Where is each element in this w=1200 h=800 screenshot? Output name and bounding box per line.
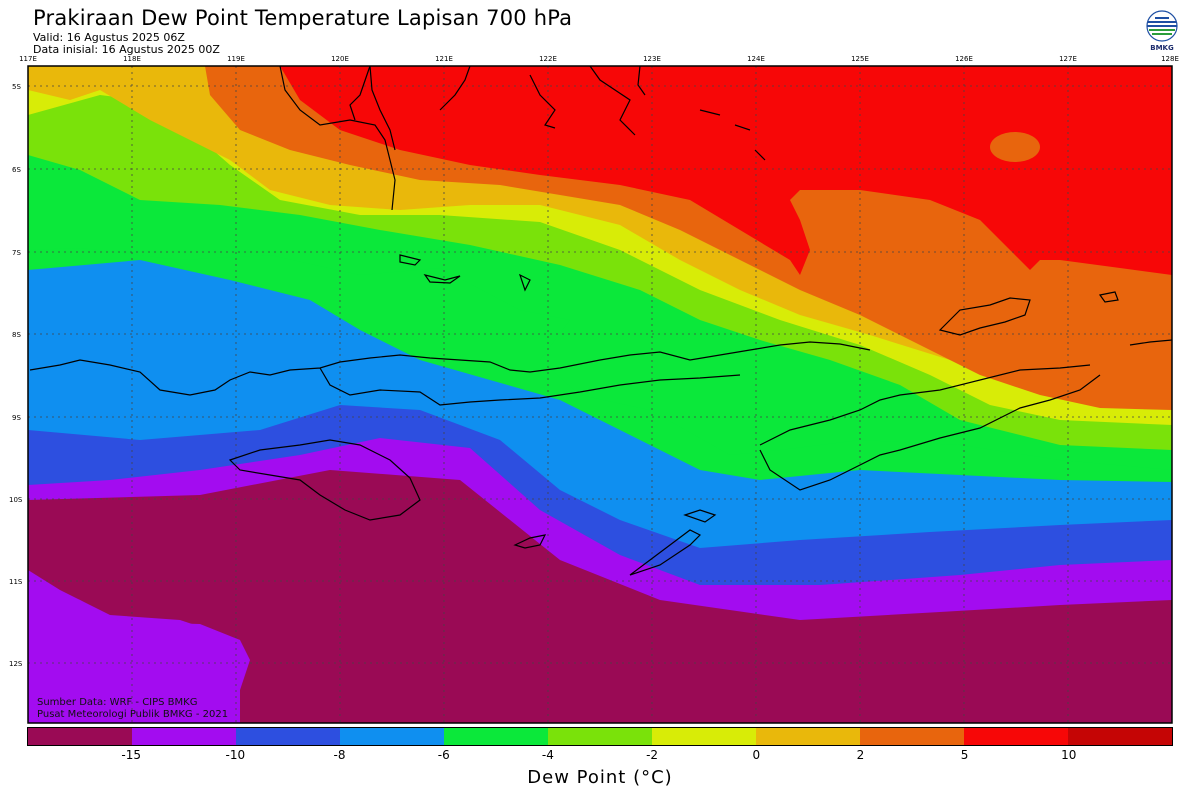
- colorbar-tick-label: -2: [646, 748, 659, 762]
- lon-label: 123E: [643, 55, 661, 63]
- lon-label: 117E: [19, 55, 37, 63]
- lon-label: 122E: [539, 55, 557, 63]
- colorbar-segment: [548, 728, 652, 745]
- timor-coast: [759, 364, 1101, 491]
- colorbar-tick-label: 5: [960, 748, 969, 762]
- lon-label: 121E: [435, 55, 453, 63]
- colorbar-segment: [964, 728, 1068, 745]
- colorbar-label: Dew Point (°C): [527, 767, 673, 788]
- colorbar-ticks: -15 -10 -8 -6 -4 -2 0 2 5 10: [0, 748, 1200, 764]
- colorbar-tick-label: -10: [225, 748, 246, 762]
- lat-label: 11S: [9, 578, 23, 586]
- sumba-coast: [228, 439, 421, 521]
- lat-labels: 5S 6S 7S 8S 9S 10S 11S 12S: [9, 83, 23, 668]
- colorbar-tick-label: 2: [856, 748, 865, 762]
- tanimbar-islands: [699, 109, 1119, 303]
- colorbar-tick-label: -8: [333, 748, 346, 762]
- valid-time: Valid: 16 Agustus 2025 06Z: [33, 31, 185, 44]
- lat-label: 8S: [12, 331, 21, 339]
- colorbar-segment: [756, 728, 860, 745]
- publisher: Pusat Meteorologi Publik BMKG - 2021: [37, 709, 229, 720]
- colorbar-tick-label: -15: [121, 748, 141, 762]
- colorbar-segment: [236, 728, 340, 745]
- orange-patch-ne: [990, 132, 1040, 162]
- coastlines: [29, 65, 1173, 576]
- bmkg-logo: BMKG: [1144, 10, 1180, 56]
- lat-label: 5S: [12, 83, 21, 91]
- rote-sawu-coast: [513, 509, 717, 576]
- colorbar-segment: [132, 728, 236, 745]
- colorbar-segment: [28, 728, 132, 745]
- lon-labels: 117E 118E 119E 120E 121E 122E 123E 124E …: [19, 55, 1179, 63]
- lon-label: 128E: [1161, 55, 1179, 63]
- colorbar-tick-label: 0: [752, 748, 761, 762]
- colorbar-segment: [340, 728, 444, 745]
- colorbar-tick-label: -4: [541, 748, 554, 762]
- band-purple-sw: [28, 580, 250, 723]
- lesser-sunda-islands: [29, 341, 871, 406]
- lat-label: 10S: [9, 496, 23, 504]
- map-frame: [27, 65, 1173, 724]
- lat-label: 7S: [12, 249, 21, 257]
- sulawesi-coast: [279, 65, 646, 211]
- colorbar-segment: [444, 728, 548, 745]
- colorbar-tick-label: -6: [437, 748, 450, 762]
- title: Prakiraan Dew Point Temperature Lapisan …: [33, 6, 573, 30]
- lat-lon-grid: [28, 66, 1172, 723]
- lon-label: 127E: [1059, 55, 1077, 63]
- lon-label: 119E: [227, 55, 245, 63]
- colorbar-segment: [1068, 728, 1172, 745]
- lat-label: 6S: [12, 166, 21, 174]
- init-time: Data inisial: 16 Agustus 2025 00Z: [33, 43, 220, 56]
- lon-label: 126E: [955, 55, 973, 63]
- lat-label: 9S: [12, 414, 21, 422]
- lon-label: 125E: [851, 55, 869, 63]
- flores-sea-islands: [399, 254, 531, 292]
- lon-label: 120E: [331, 55, 349, 63]
- colorbar-segment: [860, 728, 964, 745]
- colorbar-tick-label: 10: [1061, 748, 1077, 762]
- dewpoint-field: [28, 66, 1172, 723]
- colorbar-segment: [652, 728, 756, 745]
- lat-label: 12S: [9, 660, 23, 668]
- band-red: [280, 66, 1172, 275]
- data-source: Sumber Data: WRF - CIPS BMKG: [37, 697, 198, 708]
- lon-label: 124E: [747, 55, 765, 63]
- colorbar: [27, 727, 1173, 746]
- lon-label: 118E: [123, 55, 141, 63]
- wetar-coast: [938, 297, 1173, 346]
